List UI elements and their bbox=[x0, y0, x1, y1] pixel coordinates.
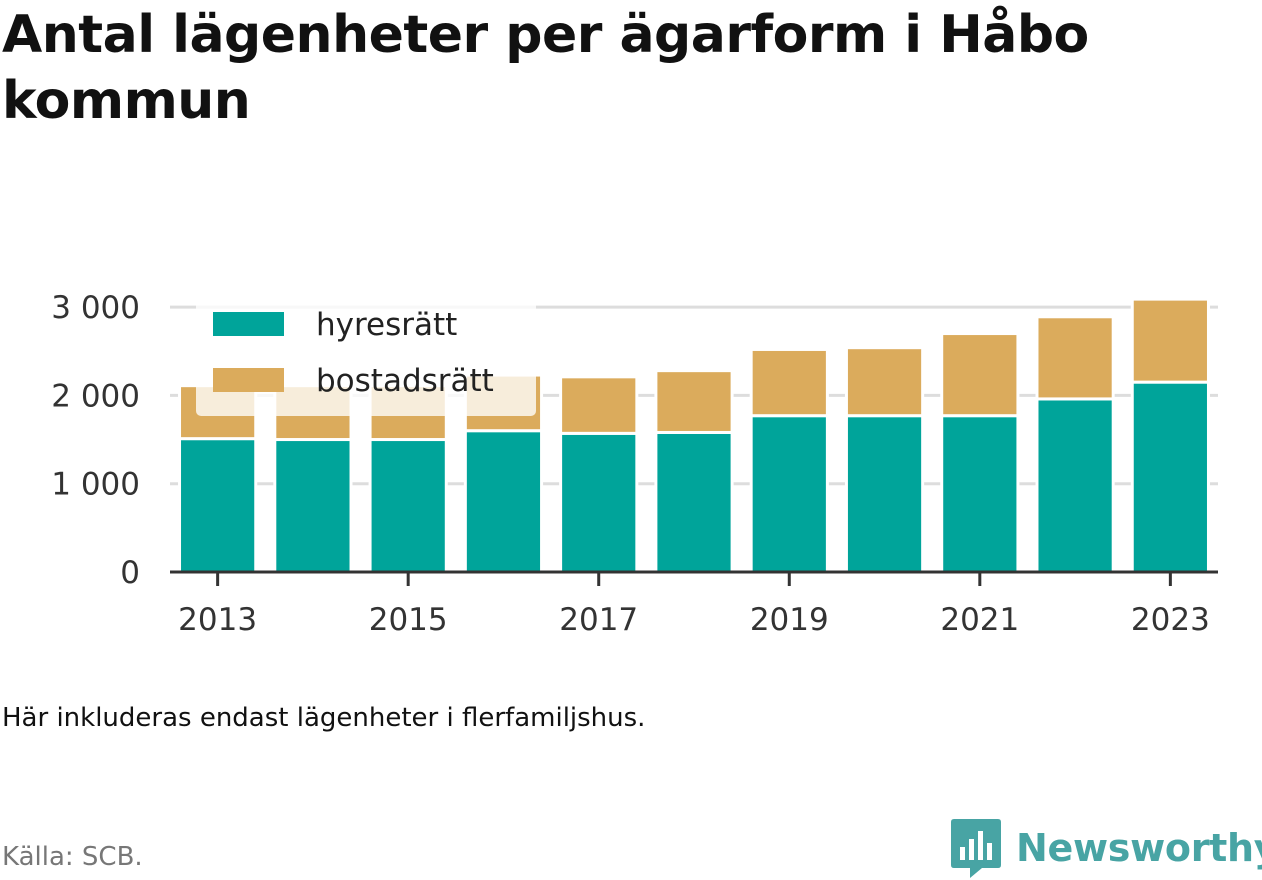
x-tick-label: 2017 bbox=[559, 602, 638, 638]
bar-bostadsratt bbox=[940, 332, 1020, 418]
x-tick-label: 2019 bbox=[750, 602, 829, 638]
y-tick-label: 3 000 bbox=[51, 290, 140, 326]
brand-name: Newsworthy bbox=[1016, 826, 1262, 870]
legend-label: bostadsrätt bbox=[316, 363, 494, 399]
bar-group bbox=[178, 297, 1210, 574]
bar-bostadsratt bbox=[1130, 297, 1210, 384]
bar-bostadsratt bbox=[654, 369, 734, 434]
bar-bostadsratt bbox=[559, 375, 639, 435]
bar-hyresratt bbox=[654, 430, 734, 574]
bar-hyresratt bbox=[463, 429, 544, 574]
bar-hyresratt bbox=[273, 438, 353, 574]
bar-hyresratt bbox=[1035, 397, 1115, 574]
x-tick-label: 2021 bbox=[940, 602, 1019, 638]
bar-bostadsratt bbox=[749, 347, 829, 418]
y-tick-label: 0 bbox=[120, 555, 140, 591]
y-tick-label: 1 000 bbox=[51, 467, 140, 503]
x-tick-label: 2023 bbox=[1131, 602, 1210, 638]
bar-hyresratt bbox=[844, 414, 925, 574]
x-tick-label: 2015 bbox=[369, 602, 448, 638]
bar-hyresratt bbox=[559, 431, 639, 574]
legend: hyresrätt bostadsrätt bbox=[196, 296, 536, 416]
chart-note: Här inkluderas endast lägenheter i flerf… bbox=[2, 703, 646, 733]
newsworthy-logo-icon bbox=[951, 819, 1001, 878]
legend-swatch bbox=[213, 368, 284, 392]
axes: 0 1 000 2 000 3 000 2013 2015 2017 2019 2021 2023 bbox=[51, 290, 1218, 638]
bar-hyresratt bbox=[1130, 380, 1210, 574]
bar-hyresratt bbox=[368, 438, 448, 574]
bar-bostadsratt bbox=[844, 346, 925, 418]
legend-swatch bbox=[213, 312, 284, 336]
source-text: Källa: SCB. bbox=[2, 842, 143, 872]
chart-title: Antal lägenheter per ägarform i Håbo kom… bbox=[2, 5, 1089, 131]
bar-hyresratt bbox=[749, 414, 829, 574]
bar-hyresratt bbox=[178, 437, 258, 574]
bar-hyresratt bbox=[940, 414, 1020, 574]
y-tick-label: 2 000 bbox=[51, 378, 140, 414]
bar-bostadsratt bbox=[1035, 315, 1115, 401]
brand-logo[interactable]: Newsworthy bbox=[950, 816, 1262, 880]
legend-label: hyresrätt bbox=[316, 307, 457, 343]
x-tick-label: 2013 bbox=[178, 602, 257, 638]
